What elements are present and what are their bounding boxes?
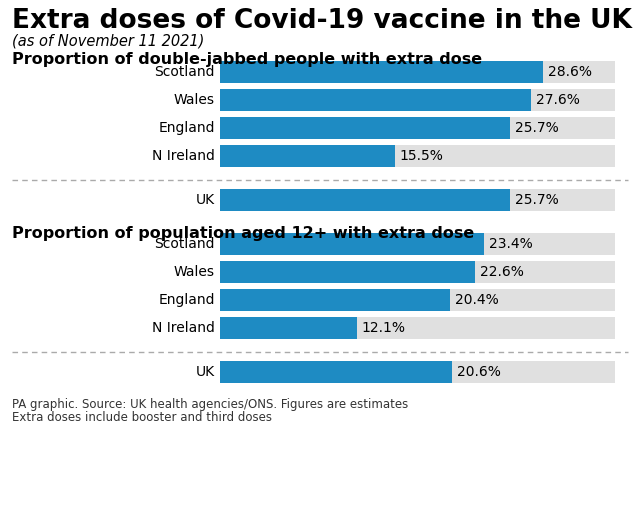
Bar <box>220 117 615 139</box>
Bar <box>220 361 615 383</box>
Text: PA graphic. Source: UK health agencies/ONS. Figures are estimates: PA graphic. Source: UK health agencies/O… <box>12 398 408 411</box>
Bar <box>220 145 395 167</box>
Text: 12.1%: 12.1% <box>362 321 406 335</box>
Text: 20.6%: 20.6% <box>458 365 501 379</box>
Bar <box>220 189 615 211</box>
Text: (as of November 11 2021): (as of November 11 2021) <box>12 34 204 49</box>
Bar <box>220 317 356 339</box>
Bar <box>220 117 510 139</box>
Bar <box>220 233 484 255</box>
Bar <box>220 261 615 283</box>
Text: UK: UK <box>196 365 215 379</box>
Text: 23.4%: 23.4% <box>489 237 533 251</box>
Text: Extra doses include booster and third doses: Extra doses include booster and third do… <box>12 411 272 424</box>
Text: Wales: Wales <box>174 93 215 107</box>
Text: 27.6%: 27.6% <box>536 93 580 107</box>
Text: UK: UK <box>196 193 215 207</box>
Text: 15.5%: 15.5% <box>400 149 444 163</box>
Text: 20.4%: 20.4% <box>455 293 499 307</box>
Bar <box>220 261 475 283</box>
Text: 28.6%: 28.6% <box>548 65 592 79</box>
Bar <box>220 361 452 383</box>
Text: N Ireland: N Ireland <box>152 149 215 163</box>
Bar <box>220 61 615 83</box>
Bar <box>220 61 543 83</box>
Bar <box>220 289 615 311</box>
Text: Proportion of population aged 12+ with extra dose: Proportion of population aged 12+ with e… <box>12 226 474 241</box>
Bar <box>220 233 615 255</box>
Text: 22.6%: 22.6% <box>480 265 524 279</box>
Bar <box>220 145 615 167</box>
Bar <box>220 289 450 311</box>
Text: Wales: Wales <box>174 265 215 279</box>
Bar <box>220 89 531 111</box>
Text: Scotland: Scotland <box>154 65 215 79</box>
Bar <box>220 317 615 339</box>
Bar <box>220 89 615 111</box>
Bar <box>220 189 510 211</box>
Text: England: England <box>159 293 215 307</box>
Text: 25.7%: 25.7% <box>515 193 559 207</box>
Text: N Ireland: N Ireland <box>152 321 215 335</box>
Text: 25.7%: 25.7% <box>515 121 559 135</box>
Text: Scotland: Scotland <box>154 237 215 251</box>
Text: England: England <box>159 121 215 135</box>
Text: Extra doses of Covid-19 vaccine in the UK: Extra doses of Covid-19 vaccine in the U… <box>12 8 632 34</box>
Text: Proportion of double-jabbed people with extra dose: Proportion of double-jabbed people with … <box>12 52 482 67</box>
